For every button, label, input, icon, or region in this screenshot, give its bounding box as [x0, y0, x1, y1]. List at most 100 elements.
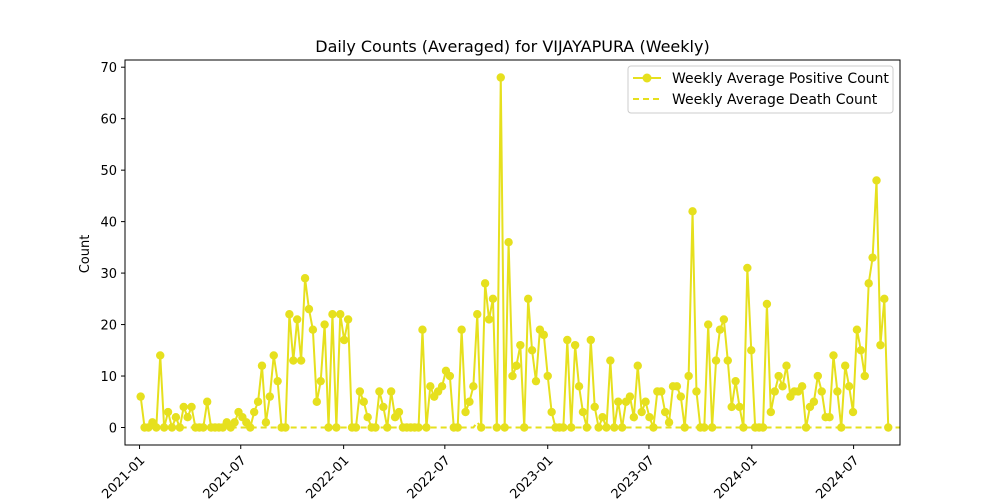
- positive-count-point: [782, 361, 791, 370]
- plot-area: [125, 60, 900, 445]
- positive-count-point: [563, 335, 572, 345]
- y-tick-label: 60: [100, 113, 117, 128]
- positive-count-point: [766, 407, 776, 417]
- positive-count-point: [711, 356, 721, 365]
- positive-count-point: [864, 279, 873, 288]
- positive-count-point: [480, 279, 490, 288]
- positive-count-point: [504, 238, 513, 247]
- positive-count-point: [437, 382, 447, 391]
- x-tick-label: 2021-07: [201, 453, 250, 500]
- positive-count-point: [269, 351, 278, 360]
- positive-count-point: [676, 392, 686, 401]
- y-tick-label: 20: [100, 319, 117, 334]
- positive-count-point: [375, 387, 384, 396]
- positive-count-point: [426, 382, 435, 391]
- y-tick-label: 50: [100, 164, 117, 179]
- positive-count-point: [704, 320, 713, 329]
- positive-count-point: [586, 335, 595, 345]
- positive-count-point: [296, 356, 306, 365]
- positive-count-point: [817, 387, 826, 396]
- positive-count-point: [469, 382, 478, 391]
- positive-count-point: [770, 387, 779, 396]
- positive-count-point: [731, 376, 740, 386]
- positive-count-point: [520, 423, 529, 432]
- positive-count-point: [868, 253, 877, 262]
- x-tick-label: 2023-01: [508, 453, 557, 500]
- x-tick-label: 2024-01: [712, 453, 761, 500]
- positive-count-point: [445, 371, 455, 381]
- positive-count-point: [473, 310, 482, 319]
- positive-count-point: [379, 402, 388, 412]
- positive-count-point: [727, 402, 736, 412]
- positive-count-point: [574, 382, 584, 391]
- positive-count-point: [457, 325, 466, 334]
- positive-count-point: [719, 315, 729, 324]
- series-layer: [136, 73, 900, 432]
- positive-count-point: [707, 423, 717, 432]
- positive-count-point: [273, 376, 282, 386]
- positive-count-point: [246, 423, 255, 432]
- positive-count-point: [539, 330, 549, 340]
- legend: Weekly Average Positive Count Weekly Ave…: [627, 65, 894, 114]
- x-tick-label: 2021-01: [99, 453, 148, 500]
- positive-count-point: [339, 335, 349, 345]
- positive-count-point: [343, 315, 353, 324]
- x-tick-label: 2022-01: [303, 453, 352, 500]
- positive-count-point: [316, 376, 325, 386]
- positive-count-point: [187, 402, 196, 412]
- positive-count-point: [418, 325, 427, 334]
- positive-count-point: [359, 397, 368, 406]
- positive-count-point: [320, 320, 329, 329]
- positive-count-point: [762, 299, 772, 309]
- positive-count-point: [230, 418, 239, 427]
- positive-count-point: [617, 423, 627, 432]
- positive-count-point: [300, 274, 310, 283]
- positive-count-point: [739, 423, 748, 432]
- positive-count-point: [829, 351, 838, 360]
- positive-count-point: [531, 376, 541, 386]
- positive-count-point: [203, 397, 212, 406]
- positive-count-point: [743, 263, 752, 273]
- positive-count-point: [383, 423, 392, 432]
- positive-count-point: [778, 382, 787, 391]
- death-count-line: [140, 421, 900, 429]
- positive-count-point: [293, 315, 302, 324]
- positive-count-point: [629, 413, 639, 422]
- positive-count-point: [613, 397, 623, 406]
- positive-count-point: [672, 382, 682, 391]
- positive-count-point: [688, 207, 697, 216]
- positive-count-point: [723, 356, 732, 365]
- positive-count-point: [692, 387, 701, 396]
- positive-count-point: [797, 382, 807, 391]
- chart-title: Daily Counts (Averaged) for VIJAYAPURA (…: [315, 37, 709, 56]
- positive-count-point: [841, 361, 850, 370]
- positive-count-point: [880, 294, 889, 304]
- positive-count-point: [598, 413, 607, 422]
- plot-frame: [124, 59, 901, 446]
- positive-count-point: [324, 423, 333, 432]
- positive-count-point: [547, 407, 556, 417]
- positive-count-point: [363, 413, 372, 422]
- y-tick-label: 10: [100, 370, 117, 385]
- positive-count-point: [876, 340, 885, 350]
- positive-count-point: [308, 325, 318, 334]
- positive-count-point: [175, 423, 184, 432]
- positive-count-point: [660, 407, 670, 417]
- positive-count-point: [394, 407, 404, 417]
- y-axis-label: Count: [78, 235, 93, 274]
- positive-count-point: [700, 423, 709, 432]
- legend-death-label: Weekly Average Death Count: [672, 92, 878, 108]
- positive-count-point: [641, 397, 650, 406]
- positive-count-point: [355, 387, 365, 396]
- positive-count-point: [657, 387, 666, 396]
- positive-count-point: [610, 423, 619, 432]
- positive-count-point: [253, 397, 263, 406]
- positive-count-point: [465, 397, 474, 406]
- positive-count-point: [633, 361, 642, 370]
- positive-count-point: [508, 371, 517, 381]
- positive-count-point: [606, 356, 615, 365]
- positive-count-point: [645, 413, 654, 422]
- x-tick-label: 2023-07: [609, 453, 658, 500]
- positive-count-point: [171, 413, 181, 422]
